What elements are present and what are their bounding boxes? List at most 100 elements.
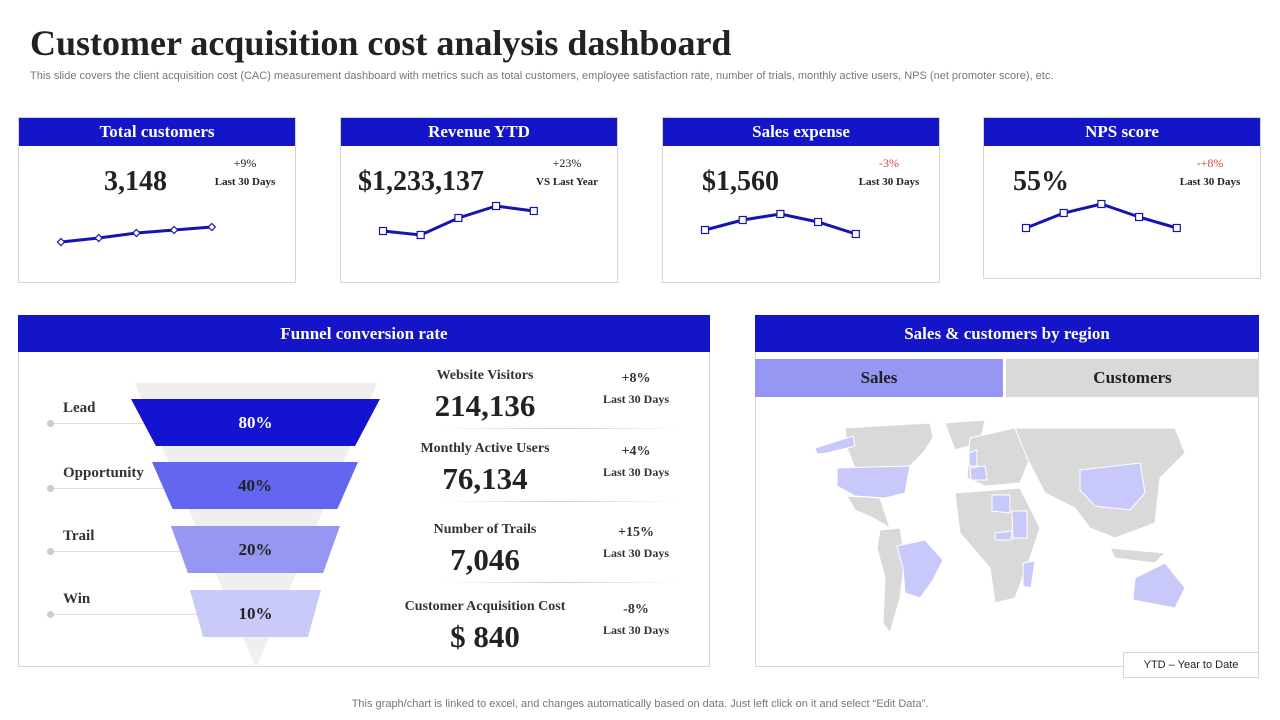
kpi-period: VS Last Year — [536, 176, 598, 188]
metric-divider — [440, 501, 680, 502]
map-uk — [968, 449, 978, 467]
kpi-value: $1,233,137 — [358, 166, 484, 197]
sparkline-point — [776, 209, 785, 219]
metric-label: Customer Acquisition Cost — [404, 599, 566, 614]
kpi-period: Last 30 Days — [858, 176, 920, 188]
region-title: Sales & customers by region — [755, 315, 1259, 352]
sparkline-point — [851, 229, 860, 239]
kpi-period: Last 30 Days — [1179, 176, 1241, 188]
metric-change: +15% — [618, 525, 654, 540]
tab-sales[interactable]: Sales — [755, 359, 1003, 397]
sparkline-point — [814, 217, 823, 227]
metric-change: -8% — [623, 602, 649, 617]
funnel-bar: 40% — [152, 462, 358, 509]
map-france — [969, 465, 988, 481]
sparkline-point — [132, 228, 141, 238]
funnel-stage-label: Trail — [63, 528, 95, 544]
metric-change: +8% — [621, 371, 651, 386]
funnel-stage-label: Lead — [63, 400, 96, 416]
footer-note: This graph/chart is linked to excel, and… — [351, 698, 929, 710]
map-usa — [836, 465, 911, 499]
kpi-change: +9% — [233, 156, 257, 170]
map-mexico — [846, 495, 891, 530]
stage-connector — [54, 614, 204, 615]
metric-value: 7,046 — [450, 542, 520, 577]
stage-dot — [47, 611, 54, 618]
map-libya — [991, 494, 1011, 514]
sparkline-point — [700, 225, 710, 235]
kpi-card-total-customers: Total customers 3,148 +9% Last 30 Days — [18, 117, 296, 283]
sparkline — [56, 222, 217, 247]
map-south-america-west — [876, 527, 906, 635]
stage-dot — [47, 485, 54, 492]
sparkline-point — [94, 233, 104, 243]
sparkline-point — [492, 201, 501, 211]
map-sudan — [1011, 510, 1028, 539]
sparkline-point — [1097, 199, 1106, 209]
funnel-stage-label: Win — [63, 591, 91, 607]
sparkline-point — [454, 213, 463, 223]
kpi-card-nps-score: NPS score 55% -+8% Last 30 Days — [983, 117, 1261, 279]
funnel-bar: 20% — [171, 526, 340, 573]
sparkline — [378, 201, 538, 240]
kpi-value: 55% — [1013, 166, 1069, 197]
funnel-background — [135, 383, 377, 668]
kpi-value: $1,560 — [702, 166, 779, 197]
metric-value: 76,134 — [442, 461, 528, 496]
map-canada — [844, 422, 934, 469]
page-subtitle: This slide covers the client acquisition… — [30, 70, 1054, 82]
map-mozambique — [1022, 560, 1036, 589]
stage-connector — [54, 423, 145, 424]
sparkline-point — [738, 215, 747, 225]
funnel-bar: 10% — [190, 590, 321, 637]
sparkline — [1021, 199, 1181, 233]
kpi-change: -3% — [879, 156, 899, 170]
sparkline-point — [1135, 212, 1144, 222]
sparkline-point — [1021, 223, 1031, 233]
stage-dot — [47, 420, 54, 427]
world-map — [814, 419, 1186, 635]
map-indonesia — [1109, 547, 1167, 564]
sparkline-point — [416, 230, 425, 240]
metric-period: Last 30 Days — [602, 546, 669, 560]
kpi-card-sales-expense: Sales expense $1,560 -3% Last 30 Days — [662, 117, 940, 283]
kpi-period: Last 30 Days — [214, 176, 276, 188]
sparkline-point — [169, 225, 179, 235]
sparkline-point — [1059, 208, 1068, 218]
sparkline-point — [529, 206, 538, 216]
stage-connector — [54, 551, 185, 552]
kpi-title: Sales expense — [663, 118, 939, 146]
kpi-title: NPS score — [984, 118, 1260, 146]
funnel-stage-label: Opportunity — [63, 465, 144, 481]
map-car — [994, 530, 1013, 541]
metric-divider — [440, 428, 680, 429]
tab-customers[interactable]: Customers — [1006, 359, 1259, 397]
sparkline-point — [1172, 223, 1181, 233]
sparkline — [700, 209, 860, 239]
metric-period: Last 30 Days — [602, 392, 669, 406]
funnel-bar: 80% — [131, 399, 380, 446]
map-australia — [1132, 562, 1186, 609]
metric-value: $ 840 — [450, 619, 520, 654]
stage-connector — [54, 488, 166, 489]
metric-label: Monthly Active Users — [420, 441, 550, 456]
kpi-change: -+8% — [1196, 156, 1224, 170]
metric-period: Last 30 Days — [602, 623, 669, 637]
map-china — [1079, 462, 1146, 511]
map-legend: YTD – Year to Date — [1123, 652, 1259, 678]
page-title: Customer acquisition cost analysis dashb… — [30, 23, 732, 63]
stage-dot — [47, 548, 54, 555]
map-brazil — [896, 539, 944, 599]
sparkline-point — [56, 237, 66, 247]
sparkline-point — [207, 222, 217, 232]
metric-divider — [440, 582, 680, 583]
metric-value: 214,136 — [434, 388, 536, 423]
kpi-card-revenue-ytd: Revenue YTD $1,233,137 +23% VS Last Year — [340, 117, 618, 283]
kpi-change: +23% — [552, 156, 582, 170]
kpi-value: 3,148 — [104, 166, 167, 197]
kpi-title: Total customers — [19, 118, 295, 146]
funnel-title: Funnel conversion rate — [18, 315, 710, 352]
map-alaska — [814, 435, 856, 455]
sparkline-point — [378, 226, 388, 236]
metric-change: +4% — [621, 444, 651, 459]
